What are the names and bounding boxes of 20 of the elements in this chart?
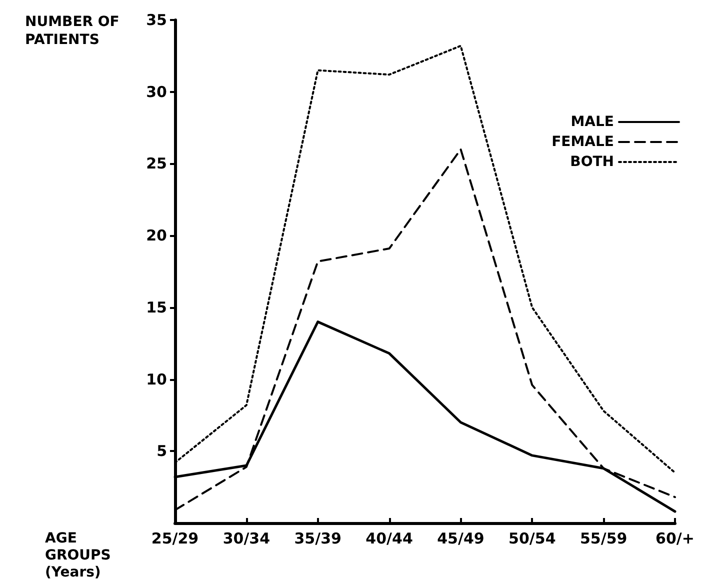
- x-tick-label: 40/44: [366, 530, 413, 548]
- x-tick-label: 35/39: [294, 530, 342, 548]
- legend-label: BOTH: [570, 154, 614, 170]
- legend-label: FEMALE: [552, 134, 614, 150]
- x-tick-label: 55/59: [580, 530, 628, 548]
- y-tick-label: 35: [146, 11, 167, 29]
- y-tick-label: 5: [156, 442, 167, 460]
- y-tick-label: 20: [146, 226, 167, 245]
- y-tick-label: 15: [146, 298, 167, 316]
- y-tick-label: 10: [146, 370, 167, 388]
- x-tick-label: 60/+: [656, 530, 694, 548]
- legend-label: MALE: [570, 114, 614, 130]
- x-tick-label: 30/34: [222, 530, 270, 548]
- x-tick-label: 50/54: [508, 530, 556, 548]
- x-tick-label: 45/49: [437, 530, 484, 548]
- y-tick-label: 30: [146, 82, 167, 101]
- x-axis-title: AGE GROUPS (Years): [45, 530, 116, 580]
- y-axis-title: NUMBER OF PATIENTS: [25, 14, 124, 48]
- x-tick-label: 25/29: [151, 530, 199, 548]
- y-tick-label: 25: [146, 154, 167, 173]
